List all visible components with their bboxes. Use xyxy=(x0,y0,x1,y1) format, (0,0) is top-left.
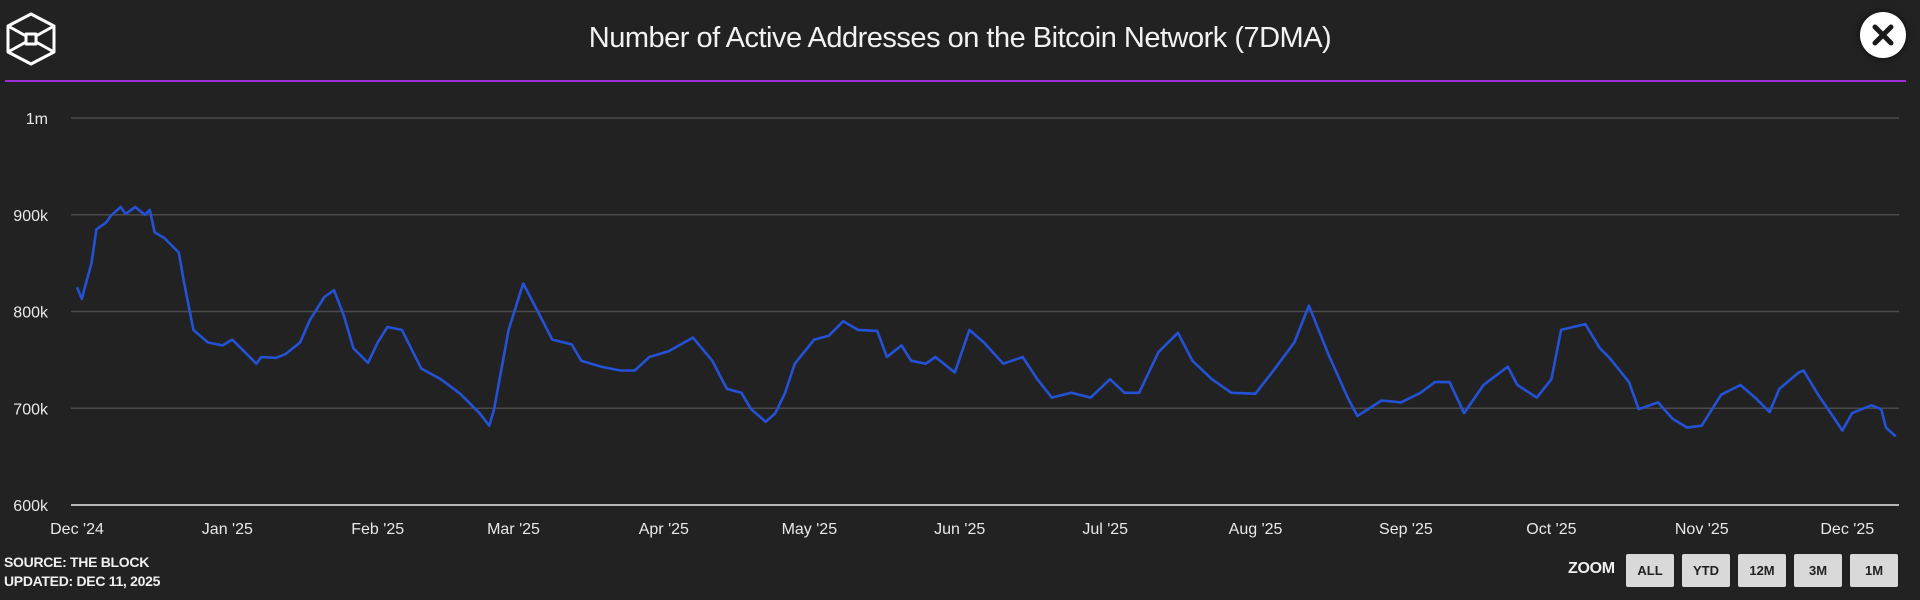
y-tick-label: 1m xyxy=(26,111,48,128)
x-tick-label: Apr '25 xyxy=(639,521,689,538)
x-tick-label: Jul '25 xyxy=(1082,521,1128,538)
x-tick-label: Mar '25 xyxy=(487,521,540,538)
x-axis-labels: Dec '24 Jan '25 Feb '25 Mar '25 Apr '25 May '… xyxy=(50,521,1874,538)
zoom-ytd-button[interactable]: YTD xyxy=(1682,554,1730,587)
x-tick-label: Sep '25 xyxy=(1379,521,1433,538)
the-block-logo xyxy=(6,12,56,66)
chart-title: Number of Active Addresses on the Bitcoi… xyxy=(588,22,1332,54)
zoom-label: ZOOM xyxy=(1568,560,1615,577)
gridlines xyxy=(71,117,1899,506)
x-tick-label: Dec '24 xyxy=(50,521,104,538)
y-axis-labels: 600k 700k 800k 900k 1m xyxy=(13,111,49,515)
source-info: SOURCE: THE BLOCK UPDATED: DEC 11, 2025 xyxy=(4,553,160,591)
x-tick-label: May '25 xyxy=(782,521,838,538)
close-icon xyxy=(1872,24,1894,46)
x-tick-label: Jan '25 xyxy=(202,521,253,538)
title-divider xyxy=(5,80,1906,82)
series-line-active-addresses xyxy=(75,205,1897,438)
y-tick-label: 600k xyxy=(13,498,49,515)
zoom-all-button[interactable]: ALL xyxy=(1626,554,1674,587)
zoom-3m-button[interactable]: 3M xyxy=(1794,554,1842,587)
x-tick-label: Nov '25 xyxy=(1675,521,1729,538)
zoom-1m-button[interactable]: 1M xyxy=(1850,554,1898,587)
y-tick-label: 700k xyxy=(13,401,49,418)
x-tick-label: Dec '25 xyxy=(1820,521,1874,538)
x-tick-label: Jun '25 xyxy=(934,521,985,538)
close-button[interactable] xyxy=(1860,12,1906,58)
x-tick-label: Oct '25 xyxy=(1526,521,1576,538)
updated-text: UPDATED: DEC 11, 2025 xyxy=(4,573,161,589)
source-text: SOURCE: THE BLOCK xyxy=(4,554,150,570)
x-tick-label: Feb '25 xyxy=(351,521,404,538)
zoom-12m-button[interactable]: 12M xyxy=(1738,554,1786,587)
y-tick-label: 800k xyxy=(13,305,49,322)
x-tick-label: Aug '25 xyxy=(1229,521,1283,538)
y-tick-label: 900k xyxy=(13,208,49,225)
